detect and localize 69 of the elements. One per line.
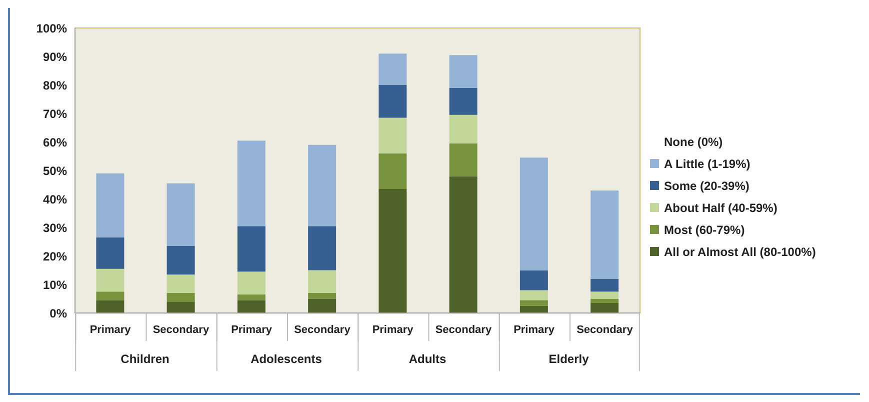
y-tick-label: 40% [42,192,68,206]
x-tick-label: Primary [231,324,273,336]
y-tick-label: 90% [42,50,68,64]
y-tick-label: 10% [42,278,68,292]
bar [378,54,407,85]
bar [96,292,124,300]
bar [166,274,195,294]
legend-title: None (0%) [663,134,724,148]
bar [166,246,195,275]
bar [308,270,336,294]
y-tick-label: 20% [42,249,68,264]
bar [520,290,548,300]
text: Adolescents [250,352,322,366]
bar [449,55,478,88]
bar [520,270,548,290]
y-tick-label: 0% [50,306,68,320]
y-tick-label: 70% [42,106,68,121]
bar [449,143,478,176]
bar [590,303,619,313]
bar [590,190,619,279]
legend-label: All or Almost All (80-100%) [664,244,816,258]
legend-label: Some (20-39%) [664,178,750,192]
bar [378,189,407,313]
x-tick-label: Primary [514,324,556,336]
x-tick-label: Secondary [294,324,352,336]
bar [378,118,407,154]
x-tick-label: Secondary [576,324,634,336]
bar [520,300,548,306]
bar [378,153,407,190]
bar [237,294,266,300]
bar [520,158,548,270]
legend-label: A Little (1-19%) [664,156,750,170]
text: Children [120,352,170,366]
x-tick-label: Primary [372,324,414,336]
bar [96,173,124,238]
y-tick-label: 80% [42,78,68,92]
y-tick-label: 50% [42,164,68,178]
bar [237,272,266,294]
y-tick-label: 30% [42,220,68,235]
bar [166,293,195,302]
bar [378,85,407,118]
text: Elderly [548,352,590,366]
bar [308,293,336,299]
bar [96,237,124,269]
bar [237,300,266,313]
bar [166,183,195,246]
text: Adults [408,352,446,366]
x-tick-label: Primary [90,324,132,336]
bar [308,226,336,270]
bar [590,292,619,299]
bar [449,114,478,144]
bar [520,306,548,313]
bar [308,144,336,226]
bar [590,278,619,292]
bar [237,140,266,226]
bar [96,300,124,313]
legend-label: Most (60-79%) [664,222,745,236]
x-tick-label: Secondary [435,324,492,336]
bar [96,268,124,292]
bar [308,298,336,313]
bar [166,302,195,313]
bar [590,298,619,304]
y-tick-label: 100% [36,21,68,36]
x-tick-label: Secondary [152,324,210,336]
legend-label: About Half (40-59%) [664,200,778,214]
bar [449,176,478,313]
bar [237,226,266,272]
y-tick-label: 60% [42,135,68,150]
bar [449,88,478,115]
